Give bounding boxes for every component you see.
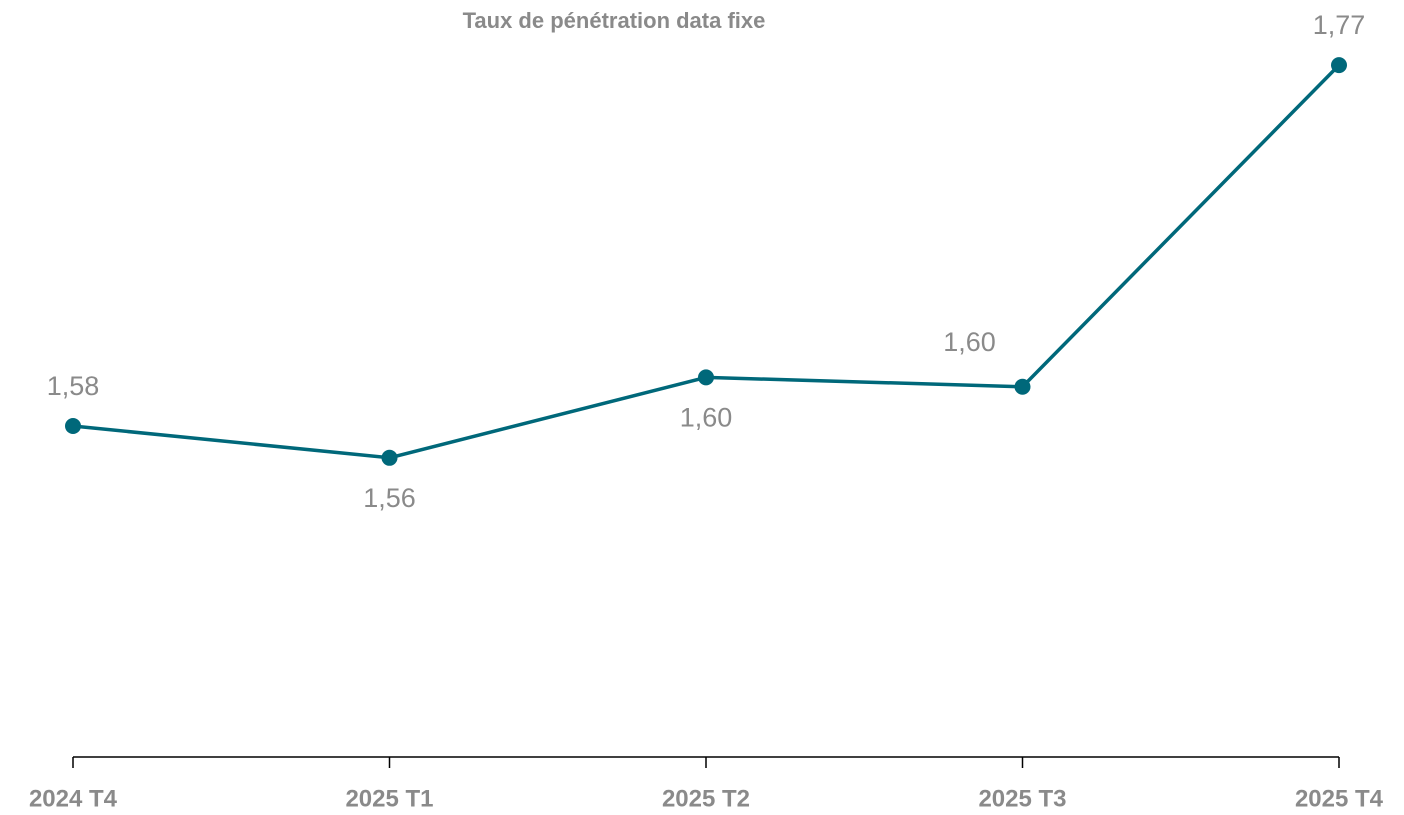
x-tick-label: 2024 T4: [29, 785, 118, 812]
x-tick-label: 2025 T3: [978, 785, 1066, 812]
point: [698, 369, 714, 386]
x-tick-label: 2025 T1: [345, 785, 433, 812]
point: [65, 418, 81, 435]
point: [1014, 378, 1031, 395]
data-label: 1,60: [680, 403, 733, 433]
x-tick-label: 2025 T2: [662, 785, 750, 812]
x-tick-label: 2025 T4: [1295, 785, 1384, 812]
line: [72, 63, 1341, 460]
point: [1331, 57, 1347, 74]
data-label: 1,56: [363, 483, 416, 513]
chart-title: Taux de pénétration data fixe: [463, 8, 766, 33]
point: [381, 449, 398, 466]
data-label: 1,58: [47, 371, 100, 401]
data-label: 1,60: [943, 327, 996, 357]
data-label: 1,77: [1313, 10, 1366, 40]
